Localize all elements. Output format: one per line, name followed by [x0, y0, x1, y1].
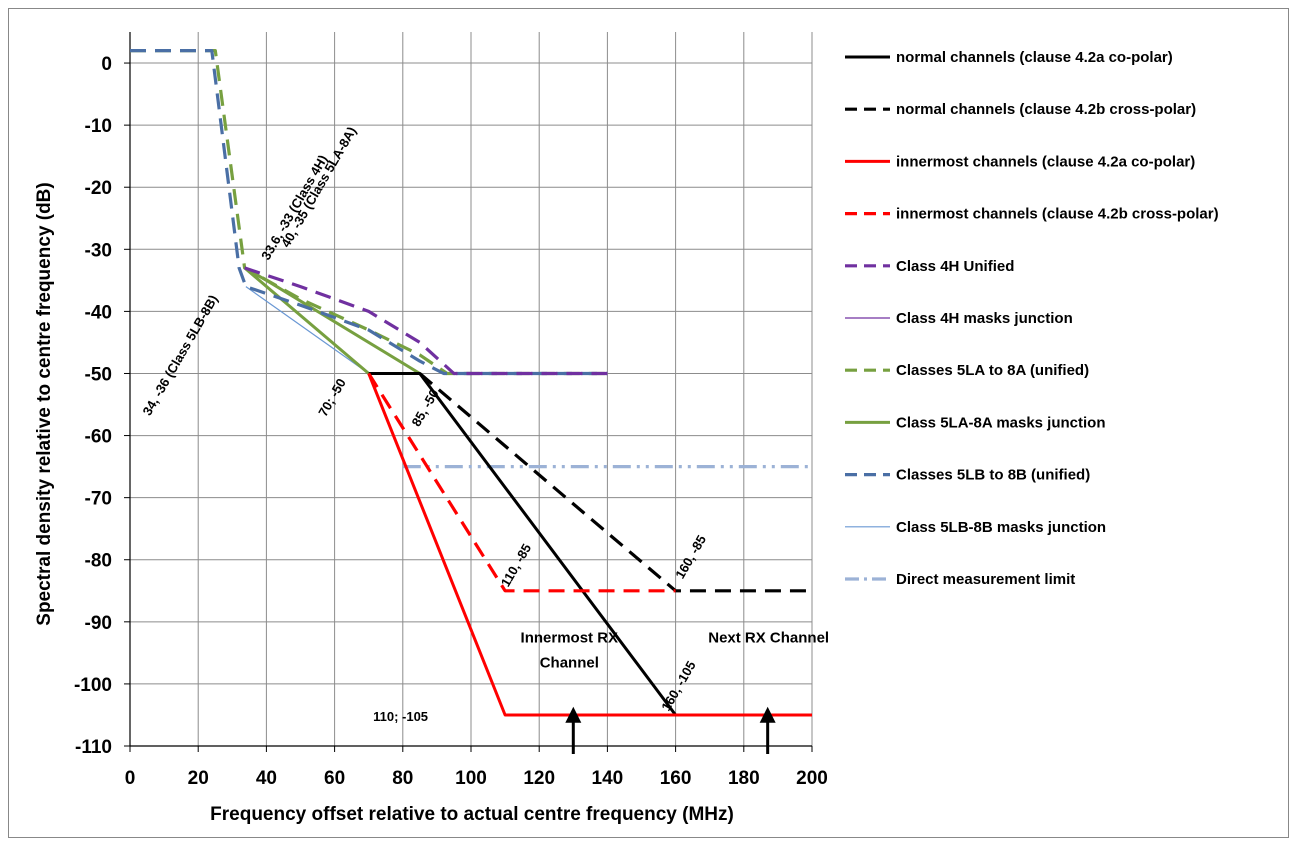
- legend-label-2: normal channels (clause 4.2b cross-polar…: [896, 101, 1196, 118]
- annotation-label: Channel: [540, 654, 599, 671]
- y-tick-label: -60: [85, 427, 112, 448]
- series-line-4: [367, 372, 676, 593]
- annotation-label: 110, -85: [498, 541, 534, 589]
- legend-label-5: Class 4H Unified: [896, 258, 1014, 275]
- y-tick-label: -80: [85, 551, 112, 572]
- y-tick-label: 0: [101, 54, 112, 75]
- y-tick-label: -20: [85, 178, 112, 199]
- axes: 0 20 40 60 80 100 120 140 160 180 200 0 -10 -20 -30 -40…: [74, 32, 828, 789]
- legend-label-9: Classes 5LB to 8B (unified): [896, 467, 1090, 484]
- annotation-label: 160, -85: [672, 532, 709, 581]
- x-tick-label: 100: [455, 768, 487, 789]
- legend-label-6: Class 4H masks junction: [896, 310, 1073, 327]
- y-tick-label: -100: [74, 675, 112, 696]
- y-tick-label: -30: [85, 240, 112, 261]
- series-layer: [130, 48, 812, 717]
- x-axis-title: Frequency offset relative to actual cent…: [210, 804, 734, 825]
- x-tick-label: 140: [592, 768, 624, 789]
- y-tick-label: -70: [85, 489, 112, 510]
- y-tick-label: -50: [85, 364, 112, 385]
- x-tick-label: 60: [324, 768, 345, 789]
- y-axis-title: Spectral density relative to centre freq…: [34, 182, 55, 625]
- legend-label-10: Class 5LB-8B masks junction: [896, 519, 1106, 536]
- legend-label-4: innermost channels (clause 4.2b cross-po…: [896, 206, 1219, 223]
- rx-channel-arrow-head: [565, 706, 582, 723]
- annotation-label: 85, -50: [408, 386, 441, 429]
- annotation-label: 160, -105: [658, 658, 698, 713]
- annotation-label: Next RX Channel: [708, 630, 829, 647]
- y-tick-label: -90: [85, 613, 112, 634]
- legend-label-11: Direct measurement limit: [896, 571, 1075, 588]
- series-line-9: [130, 48, 608, 376]
- series-line-10: [245, 286, 420, 375]
- x-tick-label: 0: [125, 768, 136, 789]
- x-tick-label: 120: [523, 768, 555, 789]
- legend-label-8: Class 5LA-8A masks junction: [896, 414, 1106, 431]
- legend: normal channels (clause 4.2a co-polar) no…: [845, 49, 1219, 588]
- x-tick-label: 80: [392, 768, 413, 789]
- x-tick-label: 40: [256, 768, 277, 789]
- x-tick-label: 160: [660, 768, 692, 789]
- y-tick-label: -10: [85, 116, 112, 137]
- x-tick-label: 180: [728, 768, 760, 789]
- series-line-5: [244, 266, 608, 376]
- x-tick-label: 200: [796, 768, 828, 789]
- x-tick-label: 20: [188, 768, 209, 789]
- series-line-7: [130, 48, 608, 376]
- legend-label-1: normal channels (clause 4.2a co-polar): [896, 49, 1173, 66]
- legend-label-3: innermost channels (clause 4.2a co-polar…: [896, 153, 1195, 170]
- y-tick-label: -40: [85, 302, 112, 323]
- series-line-2: [418, 372, 812, 593]
- annotation-label: 110; -105: [373, 709, 428, 724]
- annotation-label: 70; -50: [315, 376, 349, 419]
- series-line-3: [367, 372, 812, 717]
- annotation-label: Innermost RX: [521, 630, 619, 647]
- chart-frame: [8, 8, 1289, 838]
- legend-label-7: Classes 5LA to 8A (unified): [896, 362, 1089, 379]
- rx-channel-arrow-head: [759, 706, 776, 723]
- y-tick-label: -110: [75, 737, 112, 758]
